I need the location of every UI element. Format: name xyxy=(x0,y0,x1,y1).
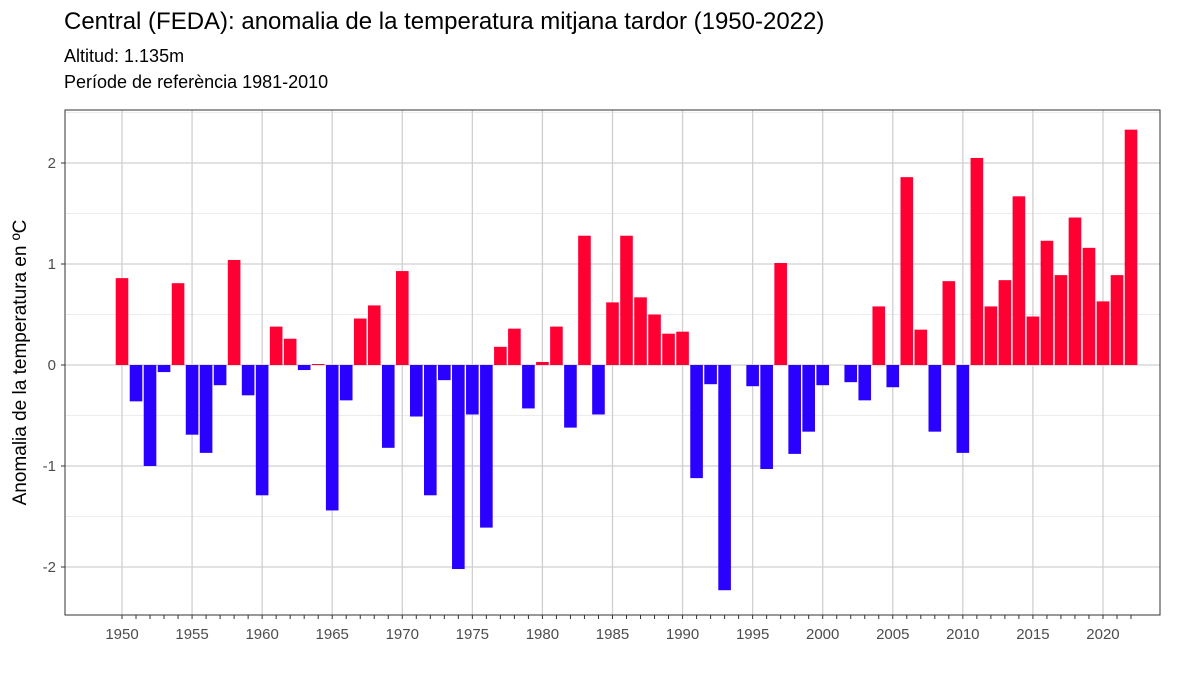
bar-1971 xyxy=(409,365,423,417)
bar-1967 xyxy=(353,318,367,365)
bar-1955 xyxy=(185,365,199,435)
bar-1978 xyxy=(508,328,521,365)
bar-2012 xyxy=(984,306,998,365)
bar-1950 xyxy=(115,278,129,365)
bar-2018 xyxy=(1068,217,1082,365)
bar-1964 xyxy=(311,363,325,365)
bar-2013 xyxy=(998,280,1012,365)
bar-2020 xyxy=(1096,301,1110,365)
bar-1979 xyxy=(522,365,535,409)
bar-2005 xyxy=(886,365,900,388)
bar-2004 xyxy=(872,306,886,365)
bar-2003 xyxy=(858,365,872,401)
x-tick-label: 1965 xyxy=(316,626,349,643)
bar-1966 xyxy=(339,365,353,401)
bar-1985 xyxy=(606,302,619,365)
y-tick-label: 0 xyxy=(48,357,56,374)
bar-1968 xyxy=(367,305,381,365)
bar-1959 xyxy=(241,365,255,396)
bar-1953 xyxy=(157,365,171,373)
bar-1972 xyxy=(424,365,437,496)
y-tick-label: -2 xyxy=(43,559,56,576)
bar-2016 xyxy=(1040,240,1054,365)
bar-1982 xyxy=(564,365,577,428)
bar-1958 xyxy=(227,259,241,365)
x-tick-label: 1990 xyxy=(666,626,699,643)
x-tick-label: 1995 xyxy=(736,626,769,643)
bar-2000 xyxy=(816,365,829,386)
bar-1952 xyxy=(143,365,157,466)
bar-1951 xyxy=(129,365,143,402)
bar-1980 xyxy=(536,361,549,365)
bar-1988 xyxy=(648,314,661,365)
bar-1998 xyxy=(788,365,801,454)
bar-1965 xyxy=(325,365,339,511)
x-tick-label: 2020 xyxy=(1086,626,1119,643)
bar-1961 xyxy=(269,326,283,365)
chart-subtitle-reference: Període de referència 1981-2010 xyxy=(64,72,329,92)
bar-1981 xyxy=(550,326,563,365)
bar-1977 xyxy=(494,346,507,365)
x-tick-label: 2005 xyxy=(876,626,909,643)
bar-1989 xyxy=(662,333,675,365)
bar-1957 xyxy=(213,365,227,386)
bar-1999 xyxy=(802,365,815,432)
x-tick-label: 1950 xyxy=(105,626,138,643)
x-tick-label: 2000 xyxy=(806,626,839,643)
bar-1996 xyxy=(760,365,773,470)
bar-2006 xyxy=(900,177,914,365)
x-tick-label: 2015 xyxy=(1016,626,1049,643)
bar-2007 xyxy=(914,329,928,365)
bar-1987 xyxy=(634,297,647,365)
bar-1986 xyxy=(620,235,633,365)
bar-1974 xyxy=(452,365,465,570)
x-tick-label: 1970 xyxy=(386,626,419,643)
bar-1992 xyxy=(704,365,717,385)
bar-1962 xyxy=(283,338,297,365)
bar-1993 xyxy=(718,365,731,591)
y-axis-label: Anomalia de la temperatura en ºC xyxy=(10,220,31,506)
x-tick-label: 2010 xyxy=(946,626,979,643)
y-tick-label: 1 xyxy=(48,256,56,273)
x-tick-label: 1980 xyxy=(526,626,559,643)
bar-2022 xyxy=(1124,129,1138,365)
bar-1970 xyxy=(395,271,409,365)
bar-1973 xyxy=(438,365,451,381)
bar-1976 xyxy=(480,365,493,528)
x-tick-label: 1985 xyxy=(596,626,629,643)
bar-2011 xyxy=(970,157,984,365)
bar-2014 xyxy=(1012,196,1026,365)
bar-1995 xyxy=(746,365,759,387)
bar-1956 xyxy=(199,365,213,453)
bar-2015 xyxy=(1026,316,1040,365)
bar-2010 xyxy=(956,365,970,453)
x-tick-label: 1975 xyxy=(456,626,489,643)
bar-1975 xyxy=(466,365,479,415)
bar-1954 xyxy=(171,283,185,365)
x-tick-label: 1960 xyxy=(245,626,278,643)
bar-1983 xyxy=(578,235,591,365)
chart-title: Central (FEDA): anomalia de la temperatu… xyxy=(64,8,825,35)
bar-1969 xyxy=(381,365,395,448)
bar-1990 xyxy=(676,331,689,365)
x-tick-label: 1955 xyxy=(175,626,208,643)
bar-1960 xyxy=(255,365,269,496)
bar-2008 xyxy=(928,365,942,432)
y-tick-label: -1 xyxy=(43,458,56,475)
bar-2019 xyxy=(1082,247,1096,365)
chart-subtitle-altitude: Altitud: 1.135m xyxy=(64,46,185,66)
bar-1963 xyxy=(297,365,311,371)
bar-2009 xyxy=(942,281,956,365)
bar-2002 xyxy=(844,365,858,383)
bar-1984 xyxy=(592,365,605,415)
bar-1991 xyxy=(690,365,703,479)
y-tick-label: 2 xyxy=(48,155,56,172)
bar-2021 xyxy=(1110,275,1124,365)
bar-2017 xyxy=(1054,275,1068,365)
bar-1997 xyxy=(774,262,787,365)
plot-border xyxy=(64,109,1161,616)
